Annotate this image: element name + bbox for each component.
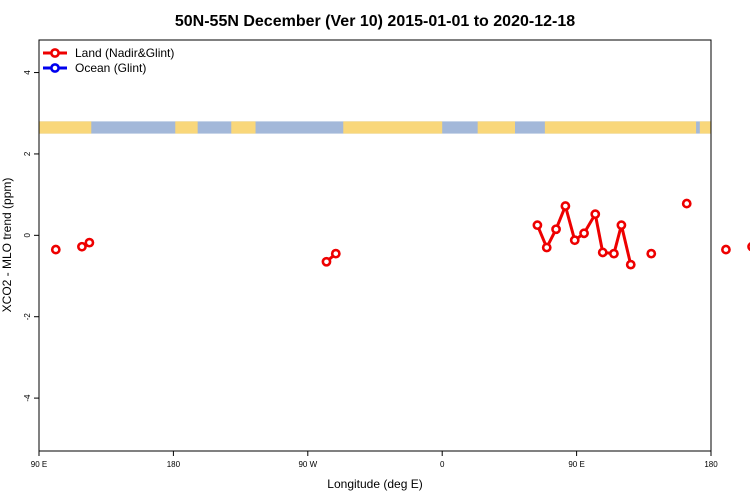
land-segment — [231, 121, 256, 134]
data-point — [50, 244, 61, 255]
data-point — [532, 220, 543, 231]
y-tick-label: -4 — [23, 394, 32, 402]
data-point — [569, 235, 580, 246]
data-point — [579, 228, 589, 239]
data-point — [560, 201, 571, 211]
y-tick-label: 4 — [23, 70, 32, 75]
land-segment — [477, 121, 515, 134]
land-segment — [175, 121, 198, 134]
series-layer — [50, 198, 750, 270]
data-point — [616, 220, 627, 231]
plot-frame — [38, 39, 712, 452]
x-axis: 90 E 180 90 W 0 90 E 180 — [31, 451, 718, 469]
x-axis-label: Longitude (deg E) — [327, 477, 422, 491]
data-point — [590, 209, 601, 220]
x-tick-label: 0 — [440, 460, 445, 469]
land-segment — [699, 121, 711, 134]
data-point — [321, 256, 332, 267]
y-axis-label: XCO2 - MLO trend (ppm) — [0, 178, 14, 313]
data-point — [609, 248, 619, 259]
data-point — [721, 244, 731, 255]
x-tick-label: 180 — [167, 460, 181, 469]
data-point — [84, 237, 95, 248]
legend-swatch-marker — [50, 48, 60, 58]
land-segment — [343, 121, 443, 134]
x-tick-label: 90 W — [298, 460, 317, 469]
data-point — [681, 198, 692, 209]
x-tick-label: 180 — [704, 460, 718, 469]
land-segment — [544, 121, 697, 134]
data-point — [551, 224, 561, 235]
data-point — [77, 241, 87, 252]
data-point — [646, 248, 657, 259]
chart-title: 50N-55N December (Ver 10) 2015-01-01 to … — [175, 13, 575, 30]
x-tick-label: 90 E — [568, 460, 584, 469]
y-tick-label: 2 — [23, 151, 32, 156]
y-tick-label: -2 — [23, 313, 32, 321]
legend-label: Land (Nadir&Glint) — [75, 46, 174, 60]
data-point — [330, 248, 341, 259]
data-point — [625, 259, 636, 270]
data-point — [597, 247, 608, 258]
x-tick-label: 90 E — [31, 460, 47, 469]
y-axis: 4 2 0 -2 -4 — [23, 70, 39, 402]
data-point — [541, 242, 552, 253]
y-tick-label: 0 — [23, 233, 32, 238]
land-segment — [39, 121, 92, 134]
legend: Land (Nadir&Glint)Ocean (Glint) — [43, 46, 174, 75]
legend-label: Ocean (Glint) — [75, 61, 146, 75]
land-mask-band — [39, 121, 711, 134]
legend-swatch-marker — [50, 63, 60, 73]
